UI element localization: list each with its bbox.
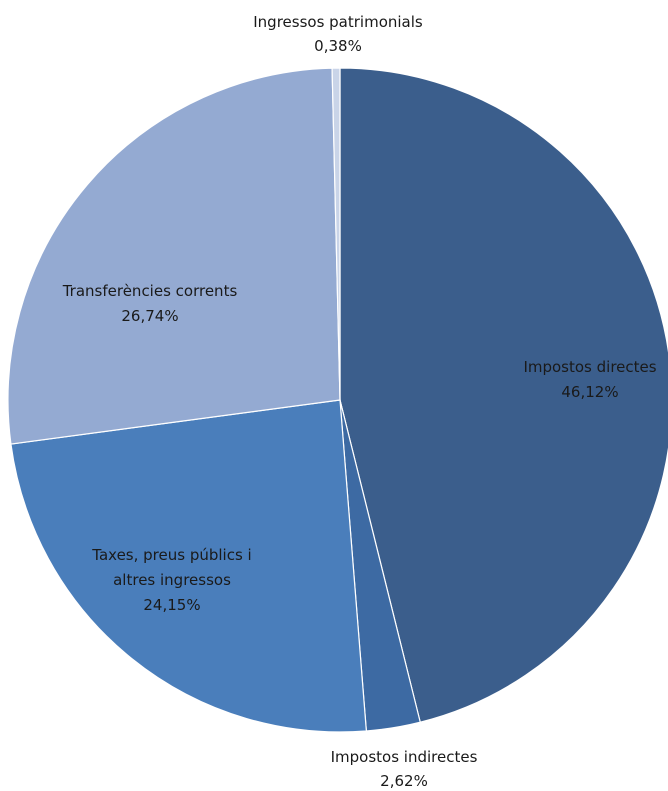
label-value-taxes: 24,15% — [143, 596, 200, 614]
label-impostos-indirectes: Impostos indirectes 2,62% — [331, 748, 478, 790]
pie-slice-impostos-directes — [339, 67, 668, 723]
label-transferencies-corrents: Transferències corrents 26,74% — [62, 282, 238, 325]
pie-slices — [7, 67, 668, 733]
label-name-taxes-line1: Taxes, preus públics i — [91, 546, 251, 564]
pie-slice-transferencies-corrents — [7, 67, 341, 445]
label-impostos-directes: Impostos directes 46,12% — [523, 358, 656, 401]
label-value-impostos-indirectes: 2,62% — [380, 772, 428, 790]
pie-slice-taxes-preus-publics-i-altres-ingressos — [10, 399, 368, 733]
label-taxes-preus-publics: Taxes, preus públics i altres ingressos … — [91, 546, 251, 614]
label-value-ingressos-patrimonials: 0,38% — [314, 37, 362, 55]
label-name-impostos-indirectes: Impostos indirectes — [331, 748, 478, 766]
label-value-transferencies-corrents: 26,74% — [121, 307, 178, 325]
label-name-transferencies-corrents: Transferències corrents — [62, 282, 238, 300]
label-name-taxes-line2: altres ingressos — [113, 571, 231, 589]
label-ingressos-patrimonials: Ingressos patrimonials 0,38% — [253, 13, 423, 55]
label-name-ingressos-patrimonials: Ingressos patrimonials — [253, 13, 423, 31]
label-name-impostos-directes: Impostos directes — [523, 358, 656, 376]
label-value-impostos-directes: 46,12% — [561, 383, 618, 401]
pie-slice-ingressos-patrimonials — [331, 67, 341, 401]
